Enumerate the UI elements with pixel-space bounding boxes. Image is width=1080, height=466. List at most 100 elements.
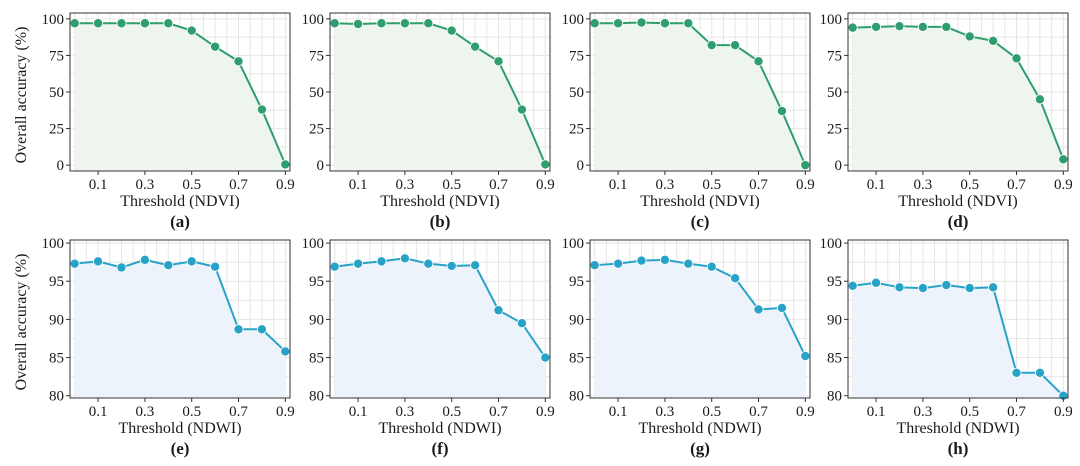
x-tick-label: 0.9 [536, 177, 555, 193]
chart-panel-h: 0.1 0.3 0.5 0.7 0.9 80 85 90 95 100 Threshold (NDW… [820, 236, 1073, 458]
panel-label: (a) [170, 212, 190, 231]
y-tick-label: 85 [827, 351, 842, 367]
x-axis-title: Threshold (NDWI) [638, 420, 761, 437]
series-line [334, 22, 547, 165]
x-axis-title: Threshold (NDWI) [118, 420, 241, 437]
x-axis-title: Threshold (NDVI) [380, 193, 500, 210]
y-tick-label: 90 [49, 312, 64, 328]
data-point [589, 18, 600, 29]
data-point [376, 18, 387, 29]
y-tick-label: 25 [569, 122, 584, 138]
data-point [917, 21, 928, 32]
chart-panel-g: 0.1 0.3 0.5 0.7 0.9 80 85 90 95 100 Threshold (NDW… [562, 236, 815, 458]
data-point [256, 324, 267, 335]
data-point [636, 255, 647, 266]
x-tick-label: 0.1 [89, 177, 108, 193]
x-tick-label: 0.3 [136, 177, 155, 193]
y-tick-label: 0 [577, 158, 585, 174]
x-tick-label: 0.9 [796, 177, 815, 193]
data-point [894, 21, 905, 32]
y-tick-label: 80 [827, 389, 842, 405]
data-point [1034, 94, 1045, 105]
x-tick-label: 0.5 [702, 177, 721, 193]
y-tick-label: 75 [309, 48, 324, 64]
x-tick-label: 0.5 [442, 404, 461, 420]
y-tick-label: 100 [820, 12, 843, 28]
y-tick-label: 50 [827, 85, 842, 101]
panel-label: (d) [948, 212, 969, 231]
data-point [470, 260, 481, 271]
panel-label: (h) [948, 439, 969, 458]
data-point [800, 160, 811, 171]
area-fill [334, 258, 546, 398]
y-tick-label: 100 [820, 236, 843, 252]
data-point [871, 21, 882, 32]
x-tick-label: 0.3 [136, 404, 155, 420]
data-point [753, 56, 764, 67]
data-point [69, 258, 80, 269]
data-point [894, 282, 905, 293]
x-tick-label: 0.5 [182, 177, 201, 193]
data-point [93, 18, 104, 29]
data-point [163, 260, 174, 271]
data-point [683, 18, 694, 29]
x-tick-label: 0.1 [609, 177, 628, 193]
y-tick-label: 0 [835, 158, 843, 174]
data-point [730, 40, 741, 51]
data-point [139, 18, 150, 29]
series-line [852, 281, 1065, 397]
data-point [233, 324, 244, 335]
x-tick-label: 0.9 [276, 404, 295, 420]
panel-label: (e) [171, 439, 190, 458]
y-tick-label: 75 [49, 48, 64, 64]
x-tick-label: 0.3 [914, 404, 933, 420]
y-tick-label: 0 [57, 158, 65, 174]
chart-panel-c: 0.1 0.3 0.5 0.7 0.9 0 25 50 75 100 Threshold (NDVI… [562, 12, 815, 231]
data-point [540, 159, 551, 170]
series-line [74, 258, 287, 353]
data-point [540, 352, 551, 363]
data-point [964, 283, 975, 294]
area-fill [594, 22, 806, 171]
y-tick-label: 100 [562, 236, 585, 252]
data-point [1034, 367, 1045, 378]
area-fill [852, 26, 1064, 171]
area-fill [852, 282, 1064, 398]
x-tick-label: 0.9 [1054, 177, 1073, 193]
x-axis-title: Threshold (NDVI) [120, 193, 240, 210]
y-tick-label: 25 [49, 122, 64, 138]
data-point [446, 25, 457, 36]
data-point [659, 254, 670, 265]
data-point [730, 273, 741, 284]
data-point [280, 159, 291, 170]
y-tick-label: 50 [49, 85, 64, 101]
x-tick-label: 0.9 [276, 177, 295, 193]
y-axis-label-bottom: Overall accuracy (%) [13, 254, 30, 391]
area-fill [594, 259, 806, 398]
x-tick-label: 0.1 [89, 404, 108, 420]
y-tick-label: 80 [569, 389, 584, 405]
x-tick-label: 0.3 [656, 404, 675, 420]
data-point [423, 18, 434, 29]
data-point [753, 304, 764, 315]
data-point [917, 283, 928, 294]
x-axis-title: Threshold (NDVI) [898, 193, 1018, 210]
chart-panel-b: 0.1 0.3 0.5 0.7 0.9 0 25 50 75 100 Threshold (NDVI… [302, 12, 555, 231]
x-tick-label: 0.7 [1007, 177, 1026, 193]
data-point [256, 104, 267, 115]
y-tick-label: 100 [302, 236, 325, 252]
data-point [280, 346, 291, 357]
data-point [116, 18, 127, 29]
x-tick-label: 0.1 [349, 404, 368, 420]
data-point [69, 18, 80, 29]
y-tick-label: 100 [562, 12, 585, 28]
data-point [589, 260, 600, 271]
x-tick-label: 0.1 [609, 404, 628, 420]
data-point [233, 56, 244, 67]
data-point [186, 25, 197, 36]
chart-panel-a: 0.1 0.3 0.5 0.7 0.9 0 25 50 75 100 Threshold (NDVI… [42, 12, 295, 231]
series-line [334, 257, 547, 359]
y-tick-label: 80 [309, 389, 324, 405]
y-tick-label: 85 [569, 351, 584, 367]
data-point [163, 18, 174, 29]
